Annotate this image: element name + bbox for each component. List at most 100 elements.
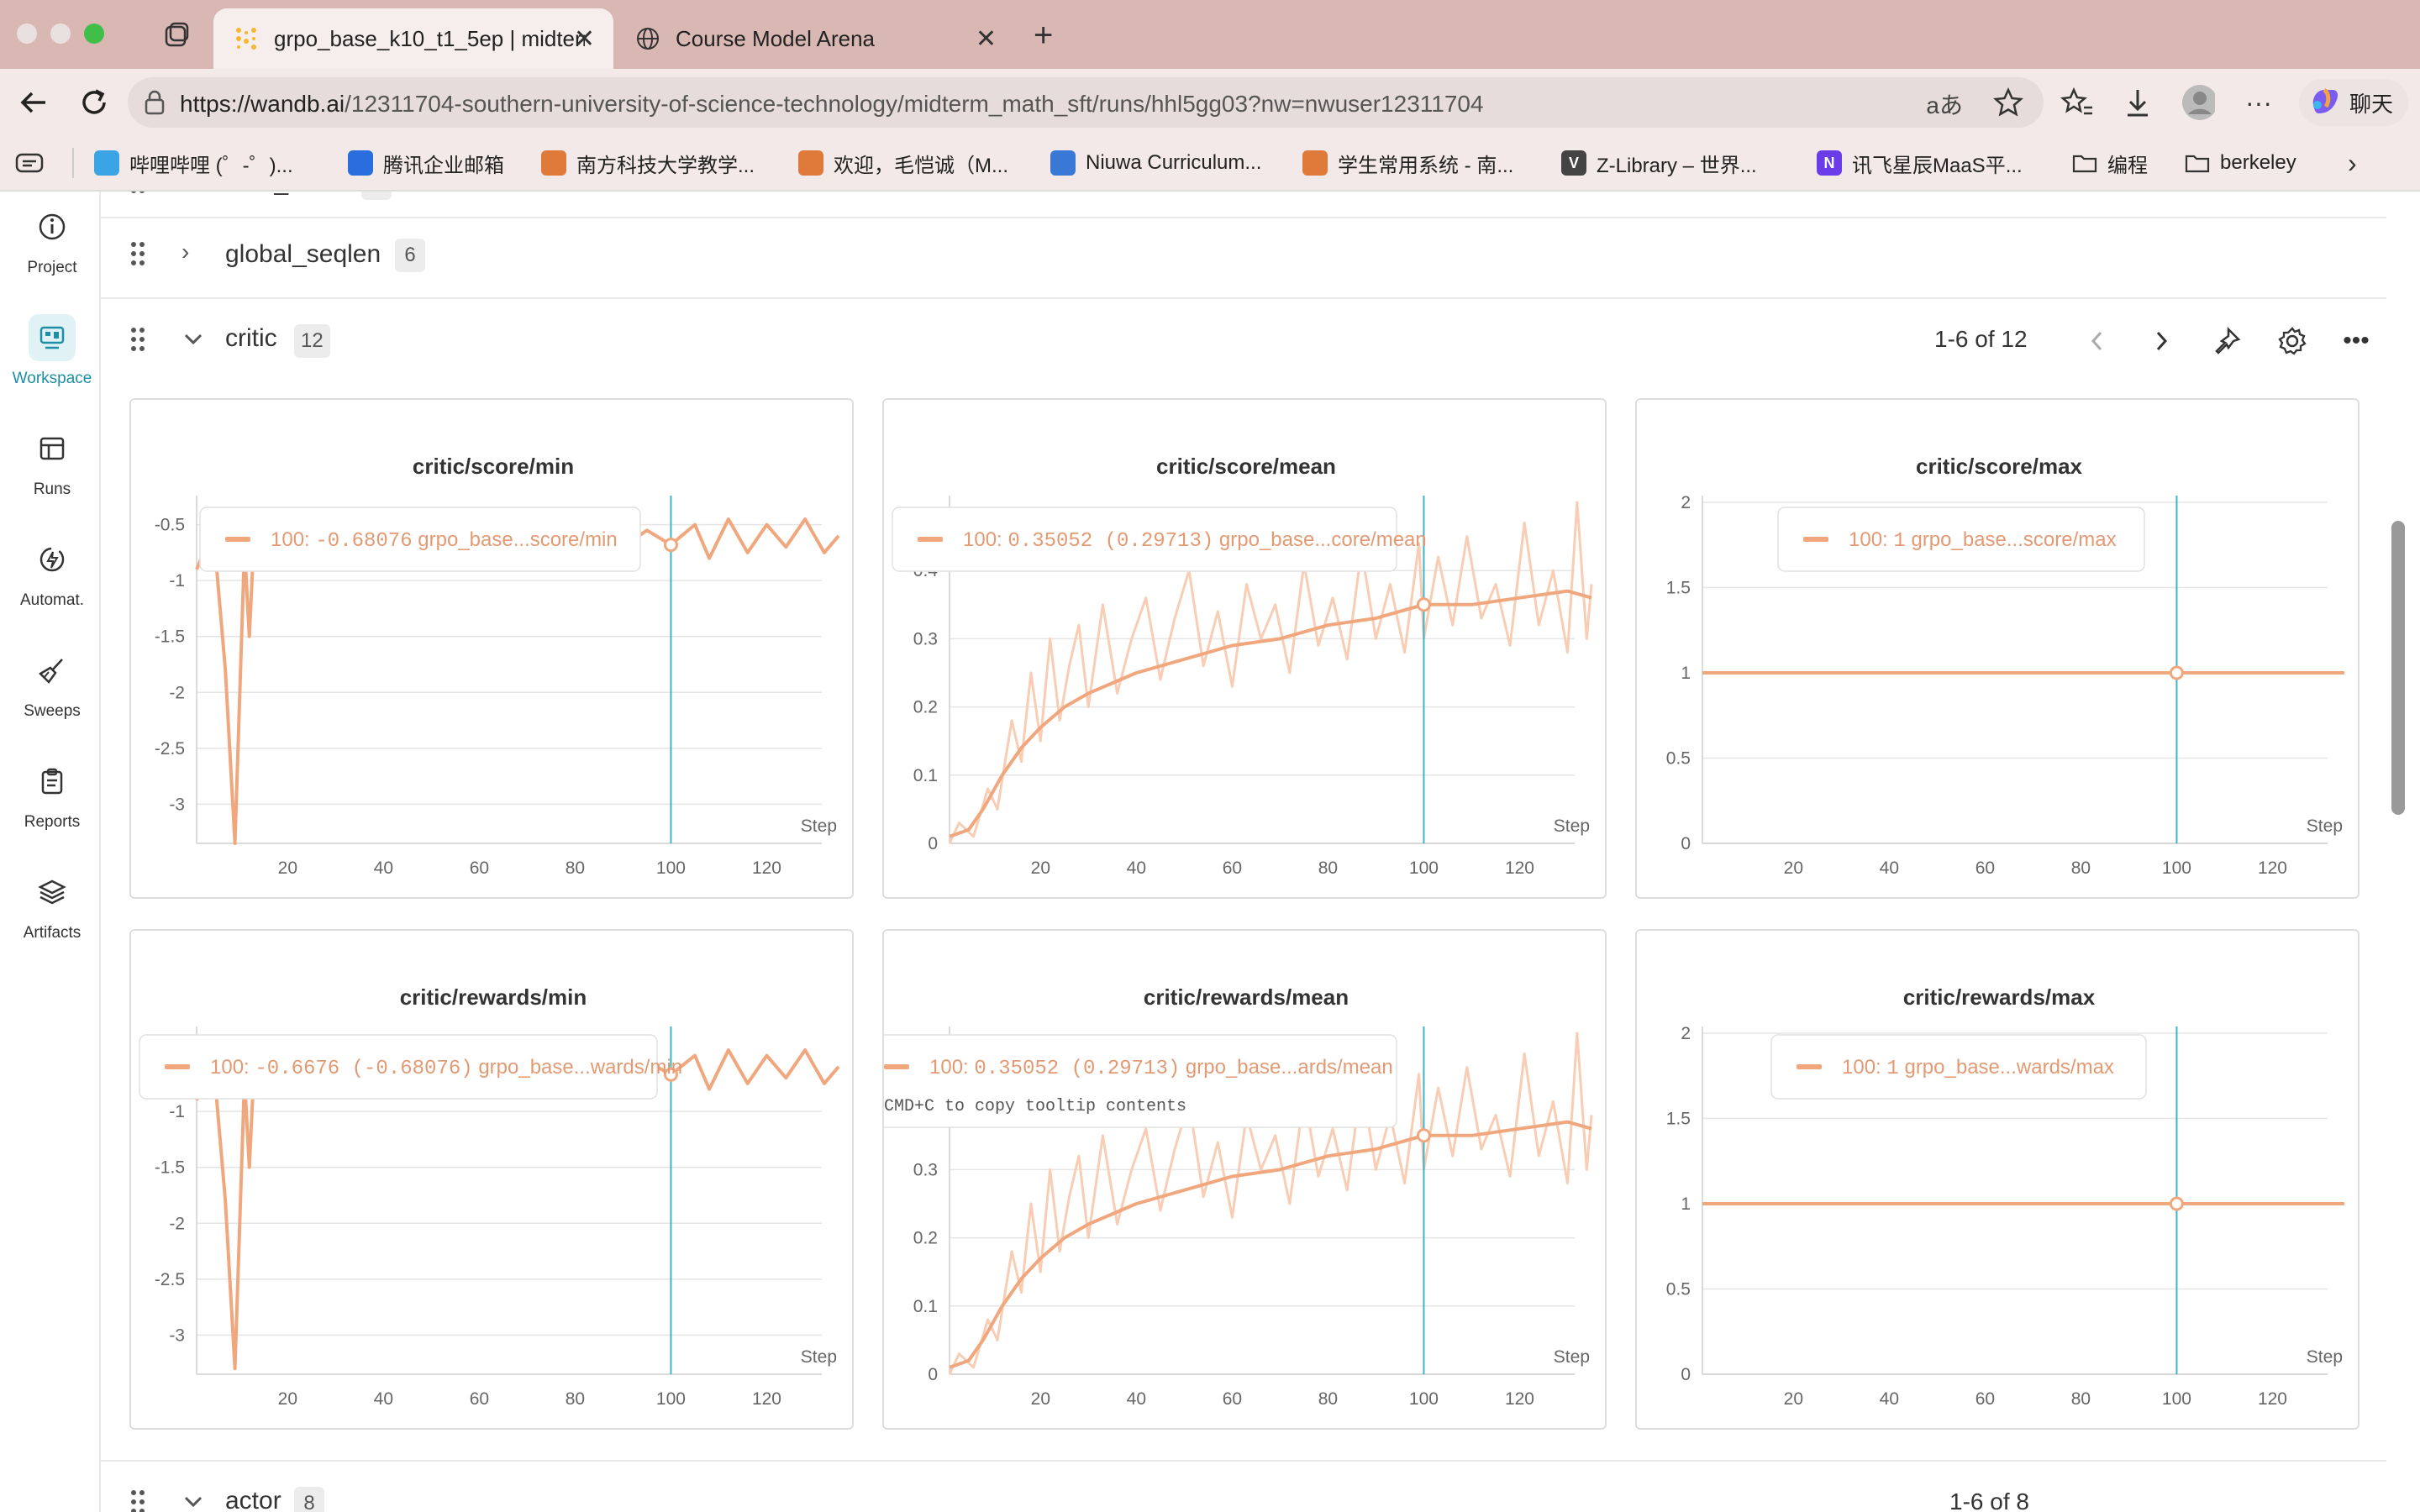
tooltip-value: -0.6676 — [255, 1058, 339, 1080]
wandb-logo-icon — [232, 24, 260, 53]
drag-handle-icon[interactable] — [131, 192, 148, 193]
bookmark-label: 学生常用系统 - 南... — [1338, 154, 1514, 177]
zlibrary-icon: V — [1561, 150, 1586, 176]
sidebar-item-project[interactable]: Project — [7, 200, 97, 292]
section-actor-header[interactable]: actor 8 1-6 of 8 — [101, 1477, 2386, 1512]
bookmark-item[interactable]: Niuwa Curriculum... — [1050, 146, 1261, 180]
line-chart: critic/score/mean00.10.20.30.42040608010… — [892, 454, 1593, 878]
address-bar[interactable]: https://wandb.ai/12311704-southern-unive… — [128, 77, 2044, 128]
tooltip-run-name: grpo_base...ards/mean — [1180, 1056, 1393, 1079]
x-tick-label: 20 — [1784, 858, 1803, 878]
x-tick-label: 40 — [374, 858, 393, 878]
chart-panel[interactable]: critic/rewards/mean 0 0.1 0.2 0.3 20 40 60 80 100… — [882, 929, 1607, 1430]
lock-icon[interactable] — [143, 89, 166, 120]
section-title: critic — [225, 324, 277, 352]
chart-panel[interactable]: critic/score/max 2 1.5 1 0.5 0 20 40 60 80 100 120 S… — [1635, 398, 2360, 899]
close-tab-icon[interactable]: ✕ — [975, 24, 997, 53]
bookmark-item[interactable]: 学生常用系统 - 南... — [1302, 146, 1513, 180]
chevron-down-icon[interactable] — [182, 1490, 205, 1512]
sidebar-item-workspace[interactable]: Workspace — [7, 311, 97, 403]
svg-text:100: -0.68076 grpo_base...scor: 100: -0.68076 grpo_base...score/min — [271, 528, 618, 553]
tooltip-step: 100 — [1849, 528, 1882, 551]
reload-icon[interactable] — [77, 86, 111, 119]
new-tab-icon[interactable]: + — [1034, 17, 1054, 54]
x-tick-label: 40 — [1880, 858, 1899, 878]
sidebar-item-runs[interactable]: Runs — [7, 422, 97, 514]
bookmark-label: Niuwa Curriculum... — [1086, 151, 1262, 174]
chart-panel[interactable]: critic/score/min -0.5 -1 -1.5 -2 -2.5 -3 20 40 60… — [129, 398, 854, 899]
previous-page-icon[interactable] — [2081, 324, 2114, 358]
next-page-icon[interactable] — [2144, 324, 2178, 358]
bookmark-item[interactable]: N 讯飞星辰MaaS平... — [1817, 146, 2023, 180]
chevron-down-icon[interactable] — [182, 328, 205, 355]
profile-avatar-icon[interactable] — [2181, 85, 2215, 120]
maximize-window-button[interactable] — [84, 24, 104, 44]
chevron-right-icon[interactable]: › — [182, 239, 190, 265]
y-tick-label: 0.3 — [913, 1160, 938, 1179]
bookmark-item[interactable]: V Z-Library – 世界... — [1561, 146, 1757, 180]
download-icon[interactable] — [2121, 86, 2154, 119]
tab-wandb-run[interactable]: grpo_base_k10_t1_5ep | midterm ✕ — [213, 8, 613, 69]
legend-swatch — [1797, 1064, 1822, 1069]
x-tick-label: 120 — [752, 858, 781, 878]
chart-panel[interactable]: critic/rewards/max 2 1.5 1 0.5 0 20 40 60 80 100 12… — [1635, 929, 2360, 1430]
pin-icon[interactable] — [2210, 324, 2244, 358]
more-bookmarks-chevron-icon[interactable]: › — [2348, 148, 2357, 178]
section-title: global_seqlen — [225, 240, 381, 268]
legend-swatch — [165, 1064, 190, 1069]
sidebar-item-automat[interactable]: Automat. — [7, 533, 97, 625]
drag-handle-icon[interactable] — [131, 328, 148, 351]
drag-handle-icon[interactable] — [131, 1490, 148, 1512]
tab-actions-icon[interactable] — [160, 18, 193, 52]
bookmark-item[interactable]: 哔哩哔哩 (゜-゜)... — [94, 146, 293, 180]
bookmark-item[interactable]: 编程 — [2072, 146, 2148, 180]
hover-tooltip: 100: 1 grpo_base...wards/max — [1770, 1034, 2147, 1100]
back-icon[interactable] — [17, 86, 50, 119]
gear-icon[interactable] — [2275, 324, 2309, 358]
y-tick-label: 2 — [1681, 1024, 1691, 1043]
chart-panel[interactable]: critic/score/mean00.10.20.30.42040608010… — [882, 398, 1607, 899]
sidebar-item-sweeps[interactable]: Sweeps — [7, 643, 97, 736]
tab-course-model-arena[interactable]: Course Model Arena ✕ — [615, 8, 1015, 69]
tooltip-hint: CMD+C to copy tooltip contents — [884, 1097, 1186, 1116]
layers-icon — [29, 869, 76, 916]
x-axis-label: Step — [801, 1347, 837, 1367]
favorite-star-icon[interactable] — [1992, 87, 2024, 122]
page-scrollbar[interactable] — [2391, 521, 2405, 815]
bookmark-item[interactable]: 腾讯企业邮箱 — [348, 146, 504, 180]
copilot-chat-button[interactable]: 聊天 — [2299, 79, 2408, 126]
x-tick-label: 120 — [1505, 858, 1534, 878]
minimize-window-button[interactable] — [50, 24, 71, 44]
translate-icon[interactable]: aあ — [1926, 92, 1963, 118]
drag-handle-icon[interactable] — [131, 242, 148, 265]
bookmark-label: 南方科技大学教学... — [576, 154, 755, 177]
x-tick-label: 60 — [1975, 858, 1995, 878]
x-tick-label: 80 — [1318, 858, 1338, 878]
hover-point — [1416, 1128, 1431, 1143]
bookmark-item[interactable]: berkeley — [2185, 146, 2296, 180]
more-menu-icon[interactable]: ··· — [2245, 87, 2272, 118]
reading-list-icon[interactable] — [15, 151, 44, 179]
hover-point — [2169, 665, 2184, 680]
chart-panel[interactable]: critic/rewards/min -1 -1.5 -2 -2.5 -3 20 40 60 80… — [129, 929, 854, 1430]
hover-tooltip: 100: -0.68076 grpo_base...score/min — [199, 507, 641, 572]
section-num-turns[interactable]: › num_turns 3 — [101, 192, 2386, 218]
section-count-badge: 6 — [395, 239, 425, 272]
bookmark-item[interactable]: 欢迎，毛恺诚（M... — [798, 146, 1008, 180]
chart-title: critic/score/max — [1916, 454, 2083, 479]
x-axis-label: Step — [2307, 816, 2343, 836]
close-window-button[interactable] — [17, 24, 37, 44]
y-tick-label: 1 — [1681, 1194, 1691, 1214]
pagination-label: 1-6 of 8 — [1949, 1488, 2029, 1512]
section-global-seqlen[interactable]: › global_seqlen 6 — [101, 217, 2386, 299]
sidebar-item-artifacts[interactable]: Artifacts — [7, 865, 97, 958]
sidebar-item-reports[interactable]: Reports — [7, 754, 97, 847]
copilot-icon — [2307, 83, 2343, 123]
favorites-icon[interactable] — [2060, 86, 2094, 119]
close-tab-icon[interactable]: ✕ — [573, 24, 595, 53]
section-critic-header[interactable]: critic 12 1-6 of 12 ••• — [101, 299, 2386, 380]
more-options-icon[interactable]: ••• — [2343, 327, 2370, 354]
bookmark-item[interactable]: 南方科技大学教学... — [541, 146, 755, 180]
bookmark-label: 欢迎，毛恺诚（M... — [834, 154, 1008, 177]
x-tick-label: 100 — [656, 1389, 686, 1409]
